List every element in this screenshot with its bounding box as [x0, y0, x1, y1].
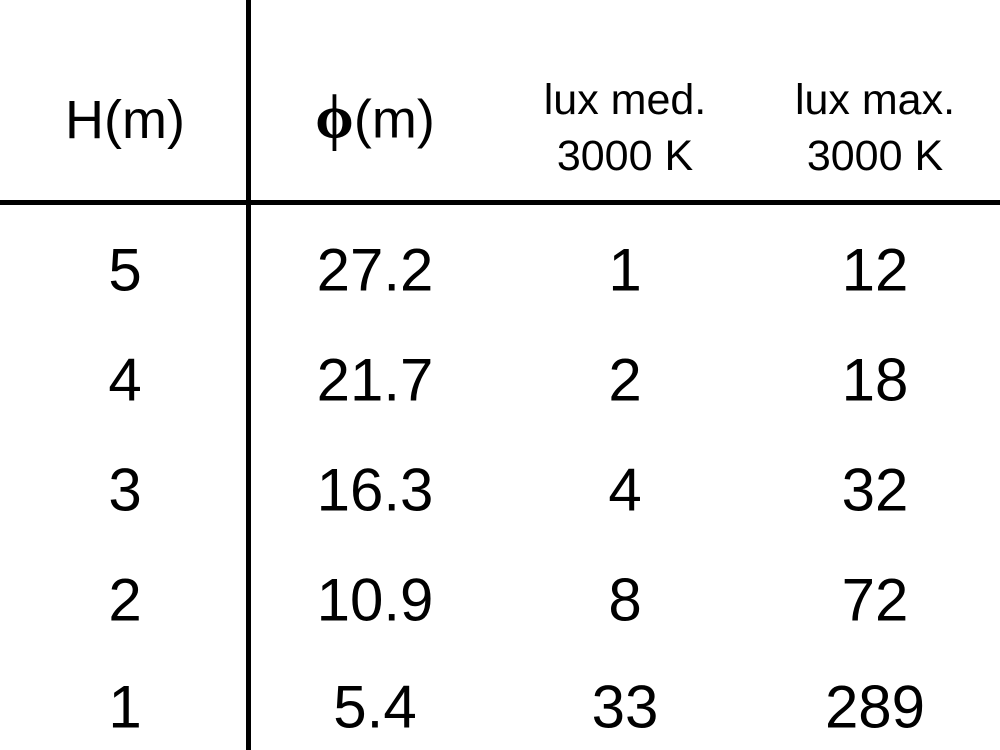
cell-diameter: 5.4	[333, 673, 417, 741]
cell-lux-med: 8	[608, 566, 642, 634]
cell-height: 4	[108, 346, 142, 414]
header-lux-med-line1: lux med.	[543, 76, 707, 124]
header-diameter: ϕ(m)	[250, 83, 500, 154]
header-lux-med: lux med. 3000 K	[500, 72, 750, 184]
cell-diameter: 10.9	[316, 566, 434, 634]
header-lux-med-line2: 3000 K	[556, 132, 694, 180]
cell-lux-max: 289	[824, 673, 926, 741]
cell-height: 1	[108, 673, 142, 741]
header-lux-max-line2: 3000 K	[806, 132, 944, 180]
cell-diameter: 16.3	[316, 456, 434, 524]
header-diameter-label: (m)	[353, 89, 435, 150]
cell-lux-max: 12	[841, 236, 909, 304]
cell-lux-med: 33	[591, 673, 659, 741]
phi-symbol: ϕ	[315, 83, 354, 152]
cell-lux-max: 18	[841, 346, 909, 414]
header-divider	[0, 200, 1000, 205]
header-lux-max: lux max. 3000 K	[750, 72, 1000, 184]
cell-lux-med: 2	[608, 346, 642, 414]
cell-lux-max: 32	[841, 456, 909, 524]
column-divider	[246, 0, 251, 750]
cell-height: 3	[108, 456, 142, 524]
header-height-label: H(m)	[65, 90, 185, 150]
cell-height: 5	[108, 236, 142, 304]
cell-lux-med: 4	[608, 456, 642, 524]
cell-lux-max: 72	[841, 566, 909, 634]
cell-diameter: 21.7	[316, 346, 434, 414]
header-lux-max-line1: lux max.	[794, 76, 956, 124]
cell-lux-med: 1	[608, 236, 642, 304]
cell-height: 2	[108, 566, 142, 634]
cell-diameter: 27.2	[316, 236, 434, 304]
header-height: H(m)	[0, 89, 250, 151]
